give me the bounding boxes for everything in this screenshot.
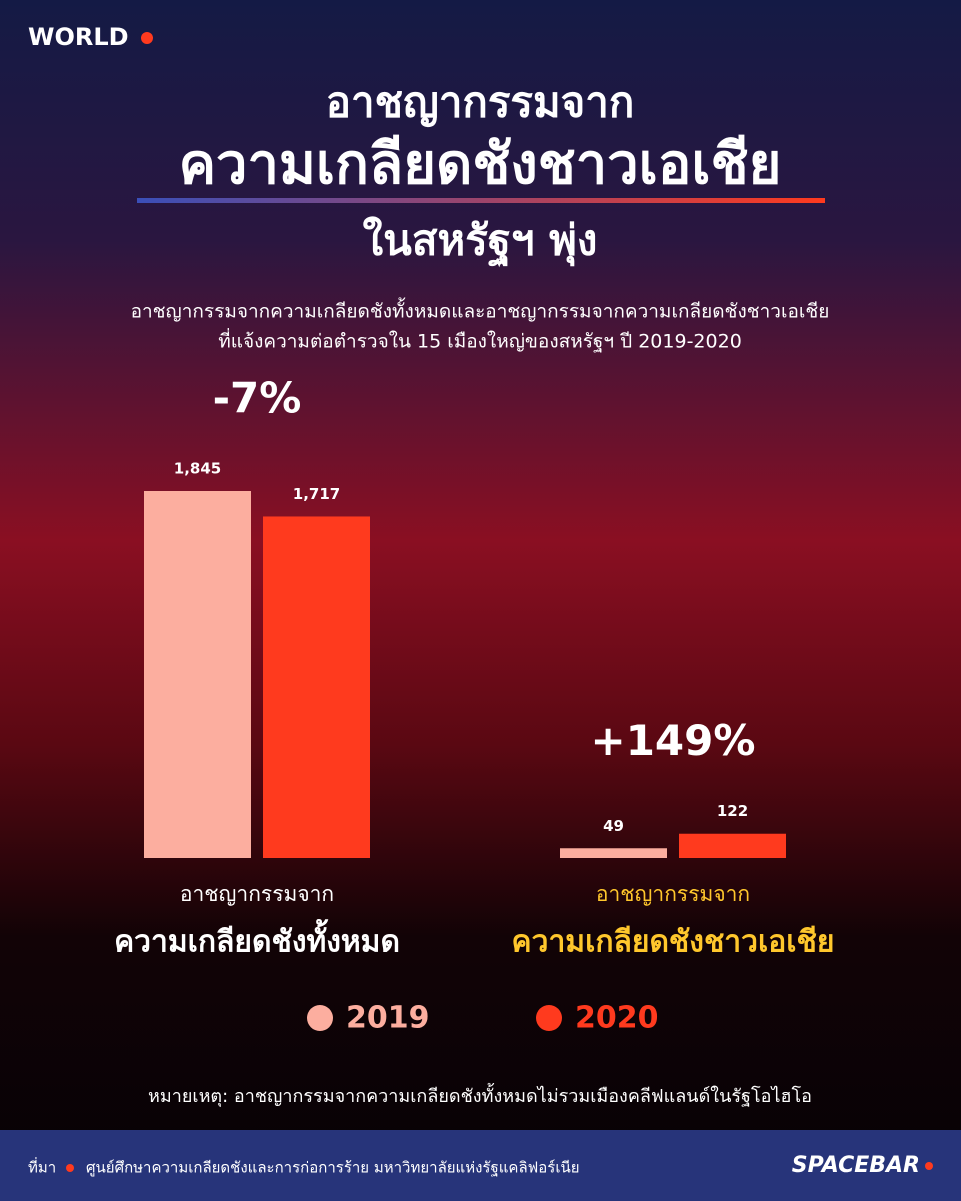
legend-swatch — [536, 1005, 562, 1031]
brand-logo: SPACEBAR — [792, 1153, 920, 1178]
note: หมายเหตุ: อาชญากรรมจากความเกลียดชังทั้งห… — [148, 1083, 812, 1107]
value-label: 122 — [717, 802, 748, 820]
change-annotation: -7% — [213, 374, 302, 423]
title-line: ความเกลียดชังชาวเอเชีย — [179, 132, 782, 197]
value-label: 1,717 — [293, 485, 340, 503]
value-label: 1,845 — [174, 460, 221, 478]
subtitle-line: ที่แจ้งความต่อตำรวจใน 15 เมืองใหญ่ของสหร… — [218, 328, 742, 353]
title-line: อาชญากรรมจาก — [326, 78, 635, 128]
footer-bar — [0, 1130, 961, 1201]
value-label: 49 — [603, 817, 624, 835]
source-label: ที่มา — [28, 1157, 56, 1177]
legend-label: 2019 — [346, 1001, 430, 1036]
source-dot — [66, 1164, 74, 1172]
title-line: ในสหรัฐฯ พุ่ง — [363, 216, 598, 268]
legend-swatch — [307, 1005, 333, 1031]
change-annotation: +149% — [591, 716, 756, 765]
category-label: อาชญากรรมจาก — [596, 882, 750, 906]
legend-label: 2020 — [575, 1001, 659, 1036]
bar — [560, 848, 667, 858]
brand-dot — [925, 1162, 933, 1170]
bar — [144, 491, 251, 858]
bar — [263, 516, 370, 858]
section-dot — [141, 32, 153, 44]
category-label: ความเกลียดชังทั้งหมด — [114, 919, 400, 960]
title-underline — [137, 198, 825, 203]
category-label: ความเกลียดชังชาวเอเชีย — [512, 925, 835, 960]
category-label: อาชญากรรมจาก — [180, 882, 334, 906]
bar — [679, 833, 786, 858]
subtitle-line: อาชญากรรมจากความเกลียดชังทั้งหมดและอาชญา… — [131, 298, 830, 323]
section-label: WORLD — [28, 23, 129, 51]
source: ศูนย์ศึกษาความเกลียดชังและการก่อการร้าย … — [86, 1159, 580, 1177]
